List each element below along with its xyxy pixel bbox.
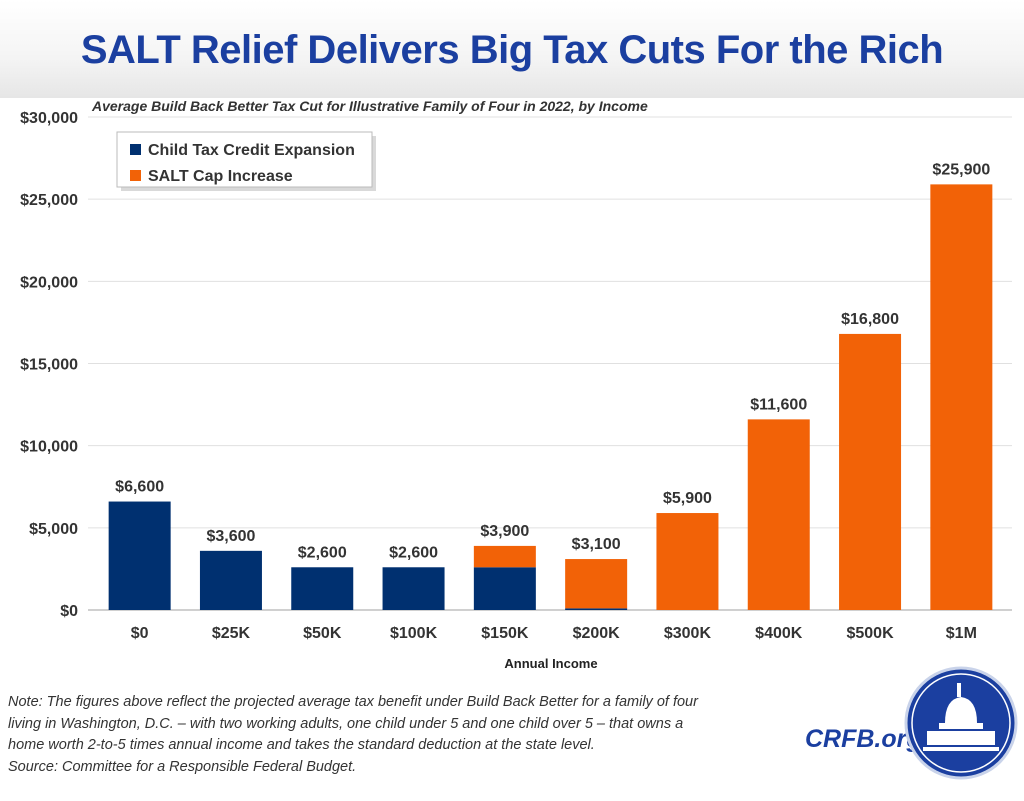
bar-salt bbox=[930, 184, 993, 611]
data-label: $3,100 bbox=[572, 536, 621, 553]
x-tick-label: $200K bbox=[573, 625, 621, 642]
x-tick-label: $25K bbox=[212, 625, 251, 642]
data-label: $2,600 bbox=[389, 544, 438, 561]
y-tick-label: $15,000 bbox=[20, 357, 78, 374]
data-label: $2,600 bbox=[298, 544, 347, 561]
source-line: Source: Committee for a Responsible Fede… bbox=[8, 758, 357, 775]
bar-salt bbox=[473, 545, 536, 568]
note-line: home worth 2-to-5 times annual income an… bbox=[8, 737, 595, 753]
crfb-capitol-logo bbox=[904, 666, 1018, 780]
chart-title: SALT Relief Delivers Big Tax Cuts For th… bbox=[80, 28, 944, 72]
brand-url: CRFB.org bbox=[805, 725, 922, 753]
bar-salt bbox=[839, 333, 902, 610]
title-band bbox=[0, 0, 1024, 98]
x-tick-label: $400K bbox=[755, 625, 803, 642]
legend-swatch bbox=[130, 144, 141, 155]
x-axis-label: Annual Income bbox=[504, 656, 597, 671]
bar-ctc bbox=[565, 608, 628, 610]
x-tick-label: $300K bbox=[664, 625, 712, 642]
data-label: $25,900 bbox=[932, 161, 990, 178]
y-tick-label: $25,000 bbox=[20, 192, 78, 209]
data-label: $11,600 bbox=[750, 396, 807, 413]
x-tick-label: $150K bbox=[481, 625, 529, 642]
x-tick-label: $0 bbox=[131, 625, 149, 642]
y-tick-label: $5,000 bbox=[29, 521, 78, 538]
bar-ctc bbox=[108, 501, 171, 610]
bar-ctc bbox=[473, 567, 536, 610]
note-line: living in Washington, D.C. – with two wo… bbox=[8, 715, 684, 732]
bar-ctc bbox=[382, 567, 445, 610]
legend-label: SALT Cap Increase bbox=[148, 168, 293, 185]
x-tick-label: $100K bbox=[390, 625, 438, 642]
bar-salt bbox=[656, 513, 719, 610]
y-tick-label: $20,000 bbox=[20, 274, 78, 291]
legend-box bbox=[116, 131, 373, 188]
data-label: $6,600 bbox=[115, 479, 164, 496]
bar-chart: $0 $5,000 $10,000 $15,000 $20,000 $25,000 $30,… bbox=[20, 110, 1012, 671]
x-tick-label: $50K bbox=[303, 625, 342, 642]
y-tick-label: $0 bbox=[60, 603, 78, 620]
x-tick-label: $1M bbox=[946, 625, 977, 642]
footnote: Note: The figures above reflect the proj… bbox=[8, 692, 788, 778]
chart-subtitle: Average Build Back Better Tax Cut for Il… bbox=[92, 98, 648, 114]
bar-ctc bbox=[199, 550, 262, 610]
data-label: $3,900 bbox=[480, 523, 529, 540]
bar-ctc bbox=[291, 567, 354, 610]
data-label: $5,900 bbox=[663, 490, 712, 507]
data-label: $3,600 bbox=[206, 528, 255, 545]
legend-label: Child Tax Credit Expansion bbox=[148, 142, 355, 159]
bar-salt bbox=[747, 419, 810, 610]
legend-swatch bbox=[130, 170, 141, 181]
y-tick-label: $10,000 bbox=[20, 439, 78, 456]
x-tick-label: $500K bbox=[846, 625, 894, 642]
y-tick-label: $30,000 bbox=[20, 110, 78, 127]
data-label: $16,800 bbox=[841, 311, 899, 328]
bar-salt bbox=[565, 559, 628, 609]
note-line: Note: The figures above reflect the proj… bbox=[8, 694, 698, 710]
